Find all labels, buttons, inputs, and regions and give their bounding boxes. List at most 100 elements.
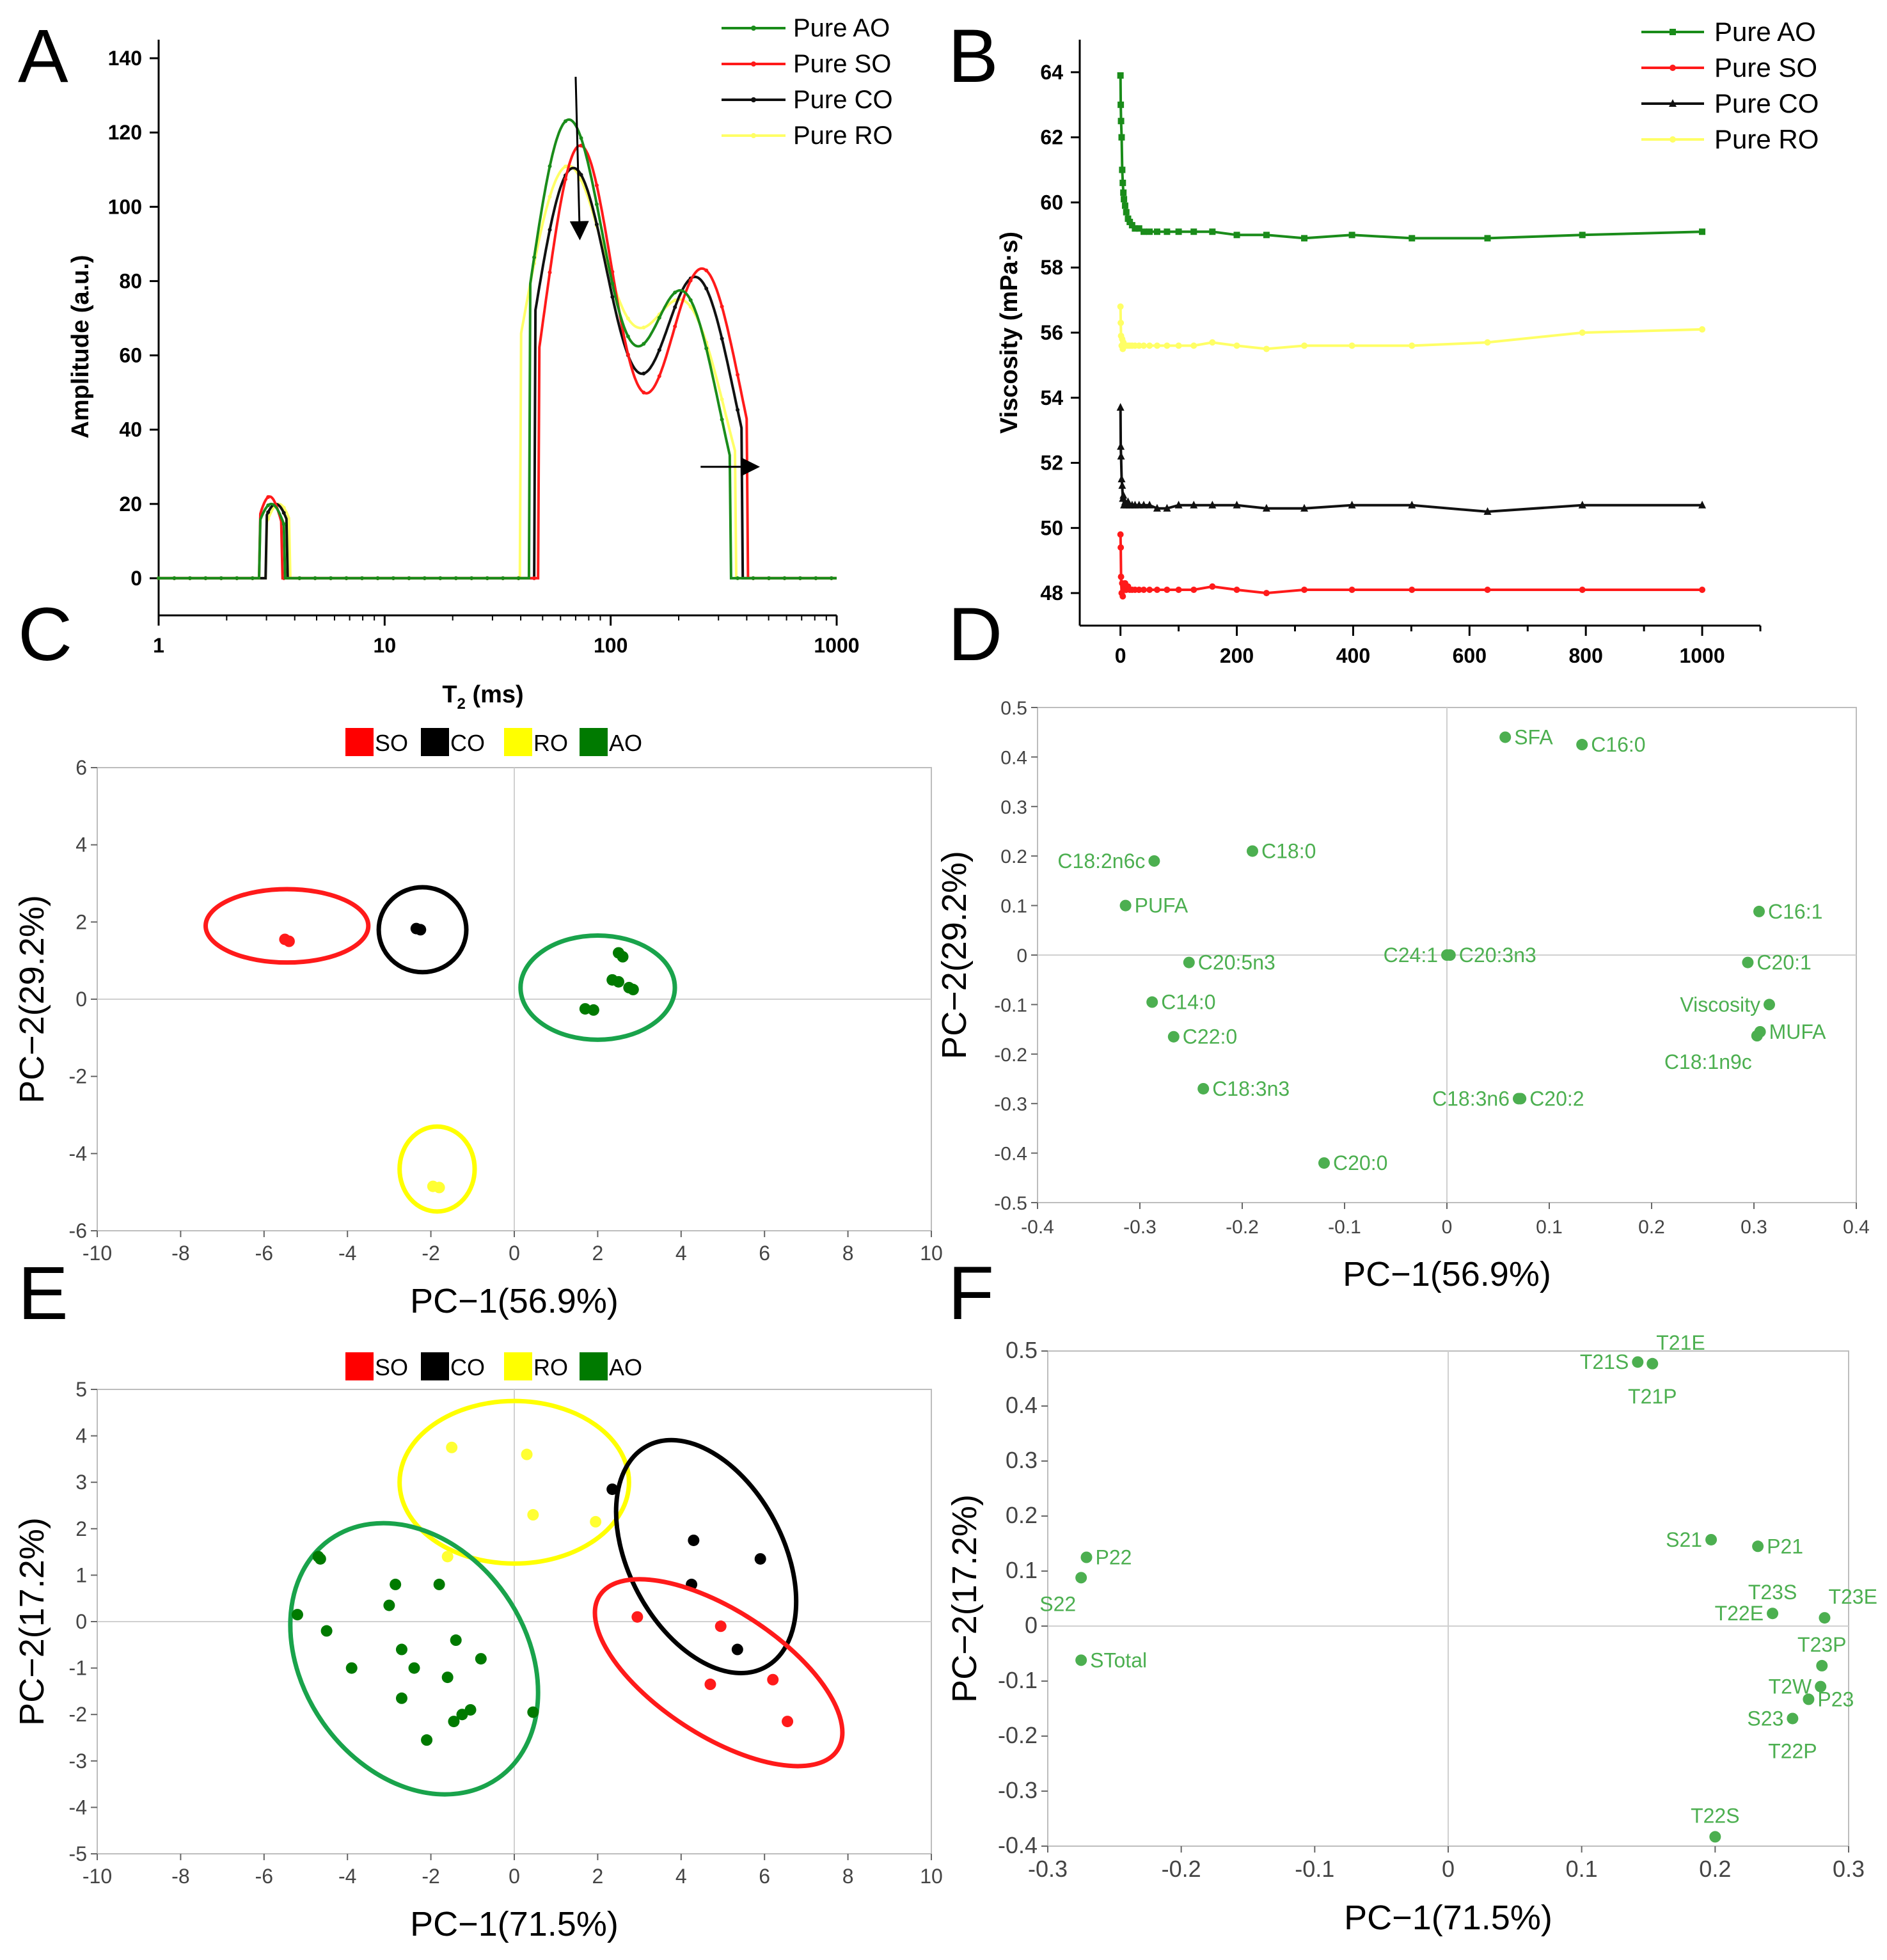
score-point-co [688, 1534, 700, 1546]
x-axis-title: T2 (ms) [442, 681, 523, 713]
x-tick-label: 2 [592, 1865, 604, 1888]
y-tick-label: 0.2 [1006, 1502, 1038, 1528]
data-marker [1669, 99, 1677, 107]
legend-marker [751, 61, 756, 67]
y-tick-label: 0.4 [1000, 747, 1027, 768]
y-tick-label: 80 [119, 269, 142, 292]
score-point-ao [390, 1578, 402, 1590]
loading-point [1751, 1030, 1763, 1042]
x-tick-label: -2 [422, 1865, 439, 1888]
loading-label: P21 [1767, 1535, 1803, 1558]
data-marker [1119, 166, 1126, 173]
y-tick-label: -4 [69, 1796, 87, 1819]
data-marker [1190, 228, 1197, 235]
series-marker [610, 281, 615, 286]
y-tick-label: 6 [75, 756, 87, 779]
x-tick-label: 10 [920, 1242, 943, 1265]
y-tick-label: 0.1 [1006, 1557, 1038, 1583]
series-marker [673, 290, 677, 295]
series-marker [329, 576, 333, 580]
loading-point [1148, 855, 1160, 867]
series-marker [297, 576, 302, 580]
y-tick-label: 48 [1040, 581, 1063, 605]
loading-point [1075, 1654, 1087, 1666]
legend-label: Pure AO [1714, 17, 1816, 47]
score-point-ro [590, 1515, 602, 1528]
series-marker [814, 576, 818, 580]
loading-label: C18:3n3 [1212, 1077, 1290, 1100]
confidence-ellipse-co [376, 885, 469, 975]
y-tick-label: 54 [1040, 386, 1063, 409]
legend-label: Pure CO [1714, 88, 1819, 118]
x-axis-title-sub: 2 [457, 695, 466, 713]
x-tick-label: -4 [338, 1242, 356, 1265]
data-marker [1190, 500, 1198, 509]
series-marker [736, 407, 740, 412]
data-marker [1348, 342, 1355, 349]
data-marker [1579, 329, 1586, 336]
series-marker [657, 374, 661, 378]
series-marker [250, 576, 255, 580]
data-marker [1209, 583, 1216, 590]
score-point-ao [345, 1662, 358, 1674]
x-tick-label: -0.3 [1123, 1217, 1157, 1238]
data-marker [1670, 65, 1676, 71]
series-marker [751, 576, 755, 580]
x-tick-label: -0.4 [1021, 1217, 1054, 1238]
series-marker [579, 136, 583, 140]
confidence-ellipse-so [592, 1577, 845, 1769]
score-point-ao [320, 1625, 333, 1637]
panel-f: F-0.3 -0.2 -0.1 0 0.1 0.2 0.3-0.4-0.3-0.2-0.10… [945, 1251, 1877, 1937]
x-axis-title: PC−1(56.9%) [410, 1282, 619, 1320]
loading-label: T21P [1628, 1385, 1677, 1408]
legend-swatch [580, 728, 608, 756]
y-axis-title: Viscosity (mPa·s) [996, 232, 1023, 434]
x-tick-label: 0.2 [1699, 1856, 1731, 1882]
data-marker [1409, 587, 1416, 594]
data-marker [1484, 235, 1491, 242]
y-tick-label: 0 [1016, 945, 1027, 967]
series-marker [673, 305, 677, 310]
score-point-ro [527, 1509, 539, 1521]
loading-label: P22 [1096, 1546, 1132, 1569]
loading-label: C20:5n3 [1198, 951, 1275, 974]
loading-label: MUFA [1769, 1020, 1827, 1043]
panel-label: E [18, 1251, 68, 1336]
x-tick-label: 1 [153, 634, 164, 657]
y-tick-label: -3 [69, 1750, 87, 1773]
y-tick-label: 50 [1040, 516, 1063, 539]
score-point-co [754, 1553, 766, 1565]
data-marker [1125, 215, 1132, 222]
score-point-ao [527, 1706, 539, 1718]
y-tick-label: -0.2 [998, 1722, 1038, 1748]
y-tick-label: -5 [69, 1842, 87, 1865]
y-tick-label: 20 [119, 493, 142, 516]
data-marker [1175, 587, 1182, 594]
score-point-co [606, 1483, 619, 1496]
series-marker [720, 397, 724, 402]
data-marker [1209, 339, 1216, 346]
loading-label: T22S [1691, 1804, 1739, 1827]
data-marker [1153, 228, 1160, 235]
loading-label: C20:1 [1757, 951, 1811, 974]
loading-label: C18:0 [1261, 839, 1316, 862]
data-marker [1579, 232, 1586, 239]
y-tick-label: 62 [1040, 126, 1063, 149]
data-marker [1117, 442, 1125, 450]
score-point-ao [408, 1662, 420, 1674]
data-marker [1163, 503, 1171, 512]
legend-label: SO [375, 730, 408, 756]
loading-point [1646, 1357, 1659, 1370]
y-tick-label: -0.1 [998, 1667, 1038, 1693]
score-point-ao [291, 1609, 303, 1621]
y-tick-label: 4 [75, 1425, 87, 1448]
y-tick-label: -0.3 [998, 1777, 1038, 1803]
series-marker [344, 576, 349, 580]
data-marker [1146, 228, 1153, 235]
score-point-ao [450, 1634, 462, 1647]
data-marker [1153, 587, 1160, 594]
score-point-ao [395, 1643, 407, 1656]
y-axis-title: PC−2(29.2%) [935, 851, 974, 1059]
score-point-so [782, 1716, 794, 1728]
series-marker [548, 270, 552, 274]
